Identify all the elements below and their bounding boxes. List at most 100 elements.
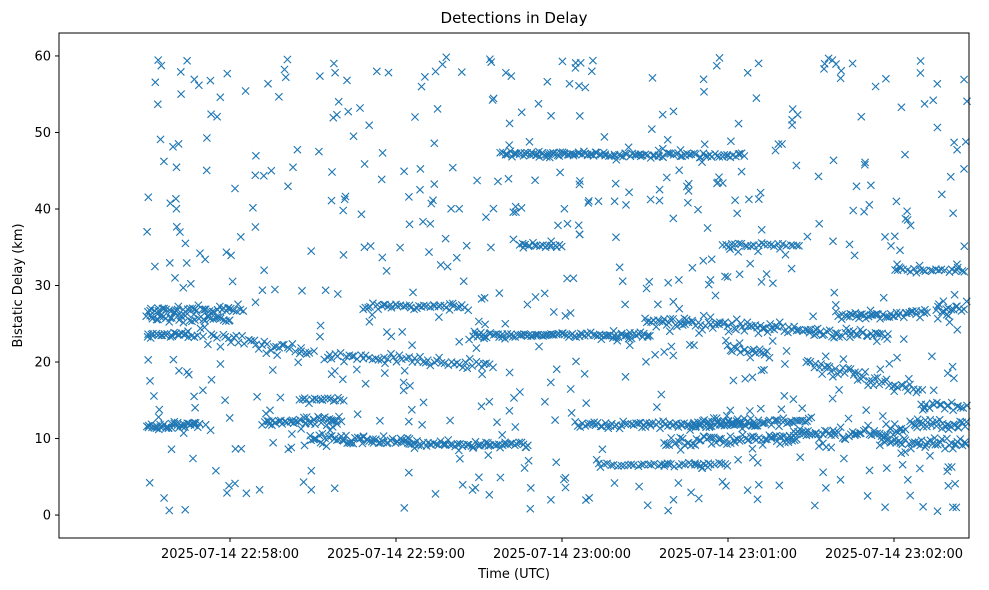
data-point: [611, 179, 620, 188]
data-point: [663, 135, 672, 144]
data-point: [877, 377, 886, 386]
data-point: [153, 100, 162, 109]
data-point: [507, 72, 516, 81]
data-point: [297, 347, 306, 356]
data-point: [735, 270, 744, 279]
data-point: [410, 444, 419, 453]
data-point: [683, 198, 692, 207]
data-point: [429, 439, 438, 448]
data-point: [828, 394, 837, 403]
data-point: [556, 168, 565, 177]
data-point: [754, 416, 763, 425]
data-point: [625, 188, 634, 197]
data-point: [587, 67, 596, 76]
data-point: [535, 342, 543, 351]
data-point: [436, 301, 445, 310]
y-tick-label: 40: [34, 202, 51, 217]
data-point: [561, 311, 570, 320]
data-point: [782, 347, 791, 355]
data-point: [945, 318, 954, 327]
data-point: [208, 307, 217, 316]
data-point: [231, 479, 239, 488]
data-point: [461, 358, 470, 367]
data-point: [343, 76, 351, 85]
data-point: [474, 473, 483, 482]
data-point: [780, 391, 789, 400]
data-point: [598, 445, 607, 454]
data-point: [447, 204, 456, 213]
data-point: [938, 308, 947, 317]
data-point: [645, 277, 654, 286]
data-point: [194, 81, 203, 90]
data-point: [902, 309, 911, 318]
data-point: [177, 90, 186, 99]
data-point: [546, 495, 555, 504]
y-tick-label: 10: [34, 432, 51, 447]
data-point: [615, 263, 624, 272]
data-point: [201, 316, 210, 325]
data-point: [775, 318, 784, 327]
data-point: [919, 422, 928, 431]
data-point: [920, 404, 929, 413]
data-point: [940, 266, 949, 275]
data-point: [310, 434, 319, 443]
data-point: [942, 310, 951, 319]
data-point: [226, 338, 235, 347]
data-point: [701, 152, 710, 160]
data-point: [291, 347, 300, 356]
data-point: [883, 435, 892, 444]
data-point: [890, 232, 899, 241]
data-point: [566, 385, 575, 393]
data-point: [480, 334, 489, 343]
data-point: [482, 213, 490, 222]
data-point: [681, 460, 689, 469]
data-point: [186, 279, 195, 288]
data-point: [154, 56, 163, 65]
data-point: [534, 99, 543, 108]
data-point: [523, 441, 532, 450]
data-point: [825, 326, 834, 335]
data-point: [757, 239, 766, 247]
data-point: [731, 196, 740, 205]
data-point: [821, 483, 830, 492]
data-point: [248, 203, 257, 212]
data-point: [948, 362, 957, 371]
data-point: [653, 300, 662, 309]
data-point: [567, 408, 576, 417]
data-point: [573, 422, 582, 430]
data-point: [438, 60, 447, 69]
data-point: [425, 248, 433, 257]
data-point: [584, 198, 593, 207]
data-point: [285, 344, 294, 353]
data-point: [377, 175, 386, 184]
data-point: [853, 331, 862, 339]
data-point: [495, 289, 504, 298]
data-point: [870, 374, 879, 383]
data-point: [320, 394, 329, 403]
data-point: [436, 260, 445, 269]
data-point: [582, 399, 591, 408]
data-point: [901, 214, 910, 223]
data-point: [399, 378, 408, 387]
data-point: [315, 72, 324, 81]
data-point: [943, 420, 952, 429]
data-point: [951, 479, 960, 488]
data-point: [803, 356, 812, 365]
data-point: [688, 263, 697, 272]
data-point: [439, 440, 447, 449]
data-point: [796, 453, 805, 462]
data-point: [937, 190, 946, 199]
data-point: [398, 436, 406, 445]
data-point: [399, 302, 408, 311]
data-point: [901, 425, 910, 434]
data-point: [318, 439, 327, 448]
data-point: [448, 163, 457, 172]
data-point: [559, 475, 568, 484]
data-point: [818, 370, 827, 378]
data-point: [462, 241, 471, 250]
data-point: [828, 372, 837, 381]
data-point: [532, 241, 541, 250]
data-point: [273, 351, 282, 360]
data-point: [884, 330, 892, 339]
